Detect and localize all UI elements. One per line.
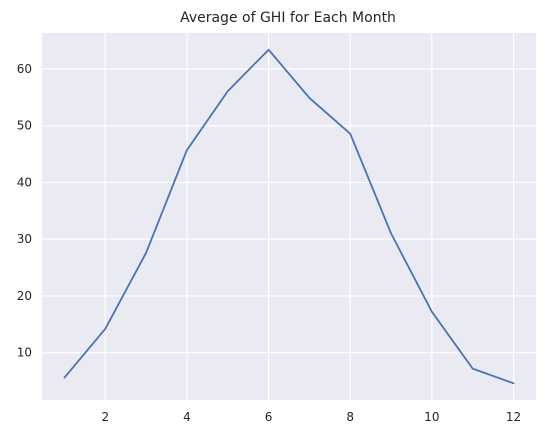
- x-tick-label: 2: [101, 410, 109, 424]
- y-tick-label: 60: [17, 62, 32, 76]
- gridlines: [42, 33, 536, 400]
- y-tick-label: 50: [17, 119, 32, 133]
- chart-title: Average of GHI for Each Month: [180, 10, 396, 26]
- x-tick-label: 12: [506, 410, 521, 424]
- y-tick-label: 30: [17, 232, 32, 246]
- x-tick-label: 8: [346, 410, 354, 424]
- y-tick-label: 40: [17, 175, 32, 189]
- x-axis-ticks: 2 4 6 8 10 12: [101, 410, 521, 424]
- x-tick-label: 10: [424, 410, 439, 424]
- series-layer: [63, 48, 515, 385]
- x-tick-label: 6: [265, 410, 273, 424]
- y-tick-label: 10: [17, 346, 32, 360]
- y-axis-ticks: 10 20 30 40 50 60: [17, 62, 32, 360]
- plot-area: [42, 33, 536, 400]
- series-line: [63, 48, 515, 385]
- x-tick-label: 4: [183, 410, 191, 424]
- y-tick-label: 20: [17, 289, 32, 303]
